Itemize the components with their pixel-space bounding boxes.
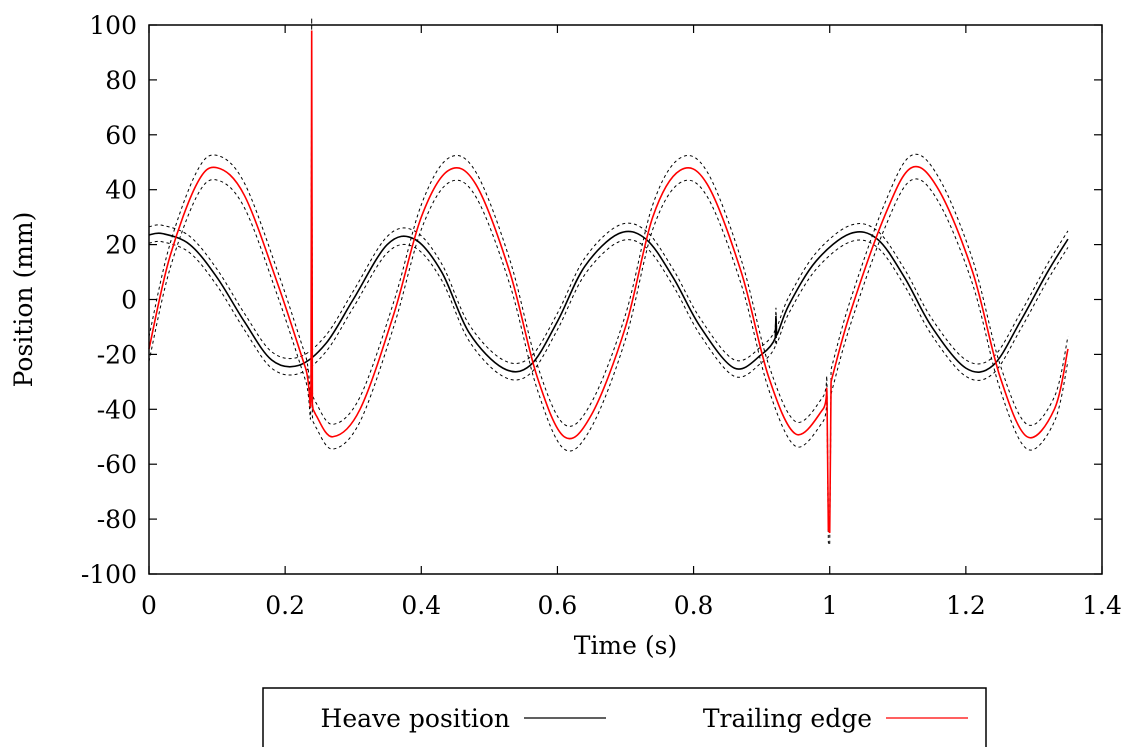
tick-marks-layer <box>148 24 1103 575</box>
x-tick-label: 0.8 <box>674 591 714 620</box>
series-line-trailing-edge <box>148 30 1069 534</box>
x-tick-label: 0 <box>141 591 157 620</box>
x-tick-label: 1.2 <box>946 591 986 620</box>
band-trailing-edge-upper <box>148 18 1069 521</box>
band-heave-position-upper <box>148 222 1069 365</box>
x-tick-label: 0.6 <box>538 591 578 620</box>
band-heave-position-lower <box>148 239 1069 381</box>
confidence-bands-layer <box>148 18 1069 546</box>
x-tick-label: 1.4 <box>1082 591 1122 620</box>
y-tick-label: -20 <box>97 340 137 369</box>
series-line-heave-position <box>148 230 1069 373</box>
legend-label-heave-position: Heave position <box>321 704 510 733</box>
y-tick-label: 20 <box>105 231 137 260</box>
y-tick-label: 100 <box>89 11 137 40</box>
x-tick-labels: 0 0.2 0.4 0.6 0.8 1 1.2 1.4 <box>141 591 1122 620</box>
plot-area-frame <box>148 24 1103 575</box>
legend-label-trailing-edge: Trailing edge <box>703 704 872 733</box>
legend-box <box>262 687 987 747</box>
x-tick-label: 0.2 <box>265 591 305 620</box>
y-tick-label: 40 <box>105 176 137 205</box>
y-tick-label: -60 <box>97 450 137 479</box>
y-tick-label: -80 <box>97 505 137 534</box>
x-tick-label: 1 <box>822 591 838 620</box>
x-axis-label: Time (s) <box>574 631 677 660</box>
y-tick-label: 80 <box>105 66 137 95</box>
y-tick-label: -100 <box>81 560 137 589</box>
band-trailing-edge-lower <box>148 42 1069 546</box>
y-axis-label: Position (mm) <box>9 212 38 388</box>
y-tick-label: 0 <box>121 286 137 315</box>
legend: Heave position Trailing edge <box>262 687 987 747</box>
x-tick-label: 0.4 <box>401 591 441 620</box>
y-tick-labels: -100 -80 -60 -40 -20 0 20 40 60 80 100 <box>81 11 137 589</box>
y-tick-label: 60 <box>105 121 137 150</box>
y-tick-label: -40 <box>97 395 137 424</box>
series-layer <box>148 30 1069 534</box>
